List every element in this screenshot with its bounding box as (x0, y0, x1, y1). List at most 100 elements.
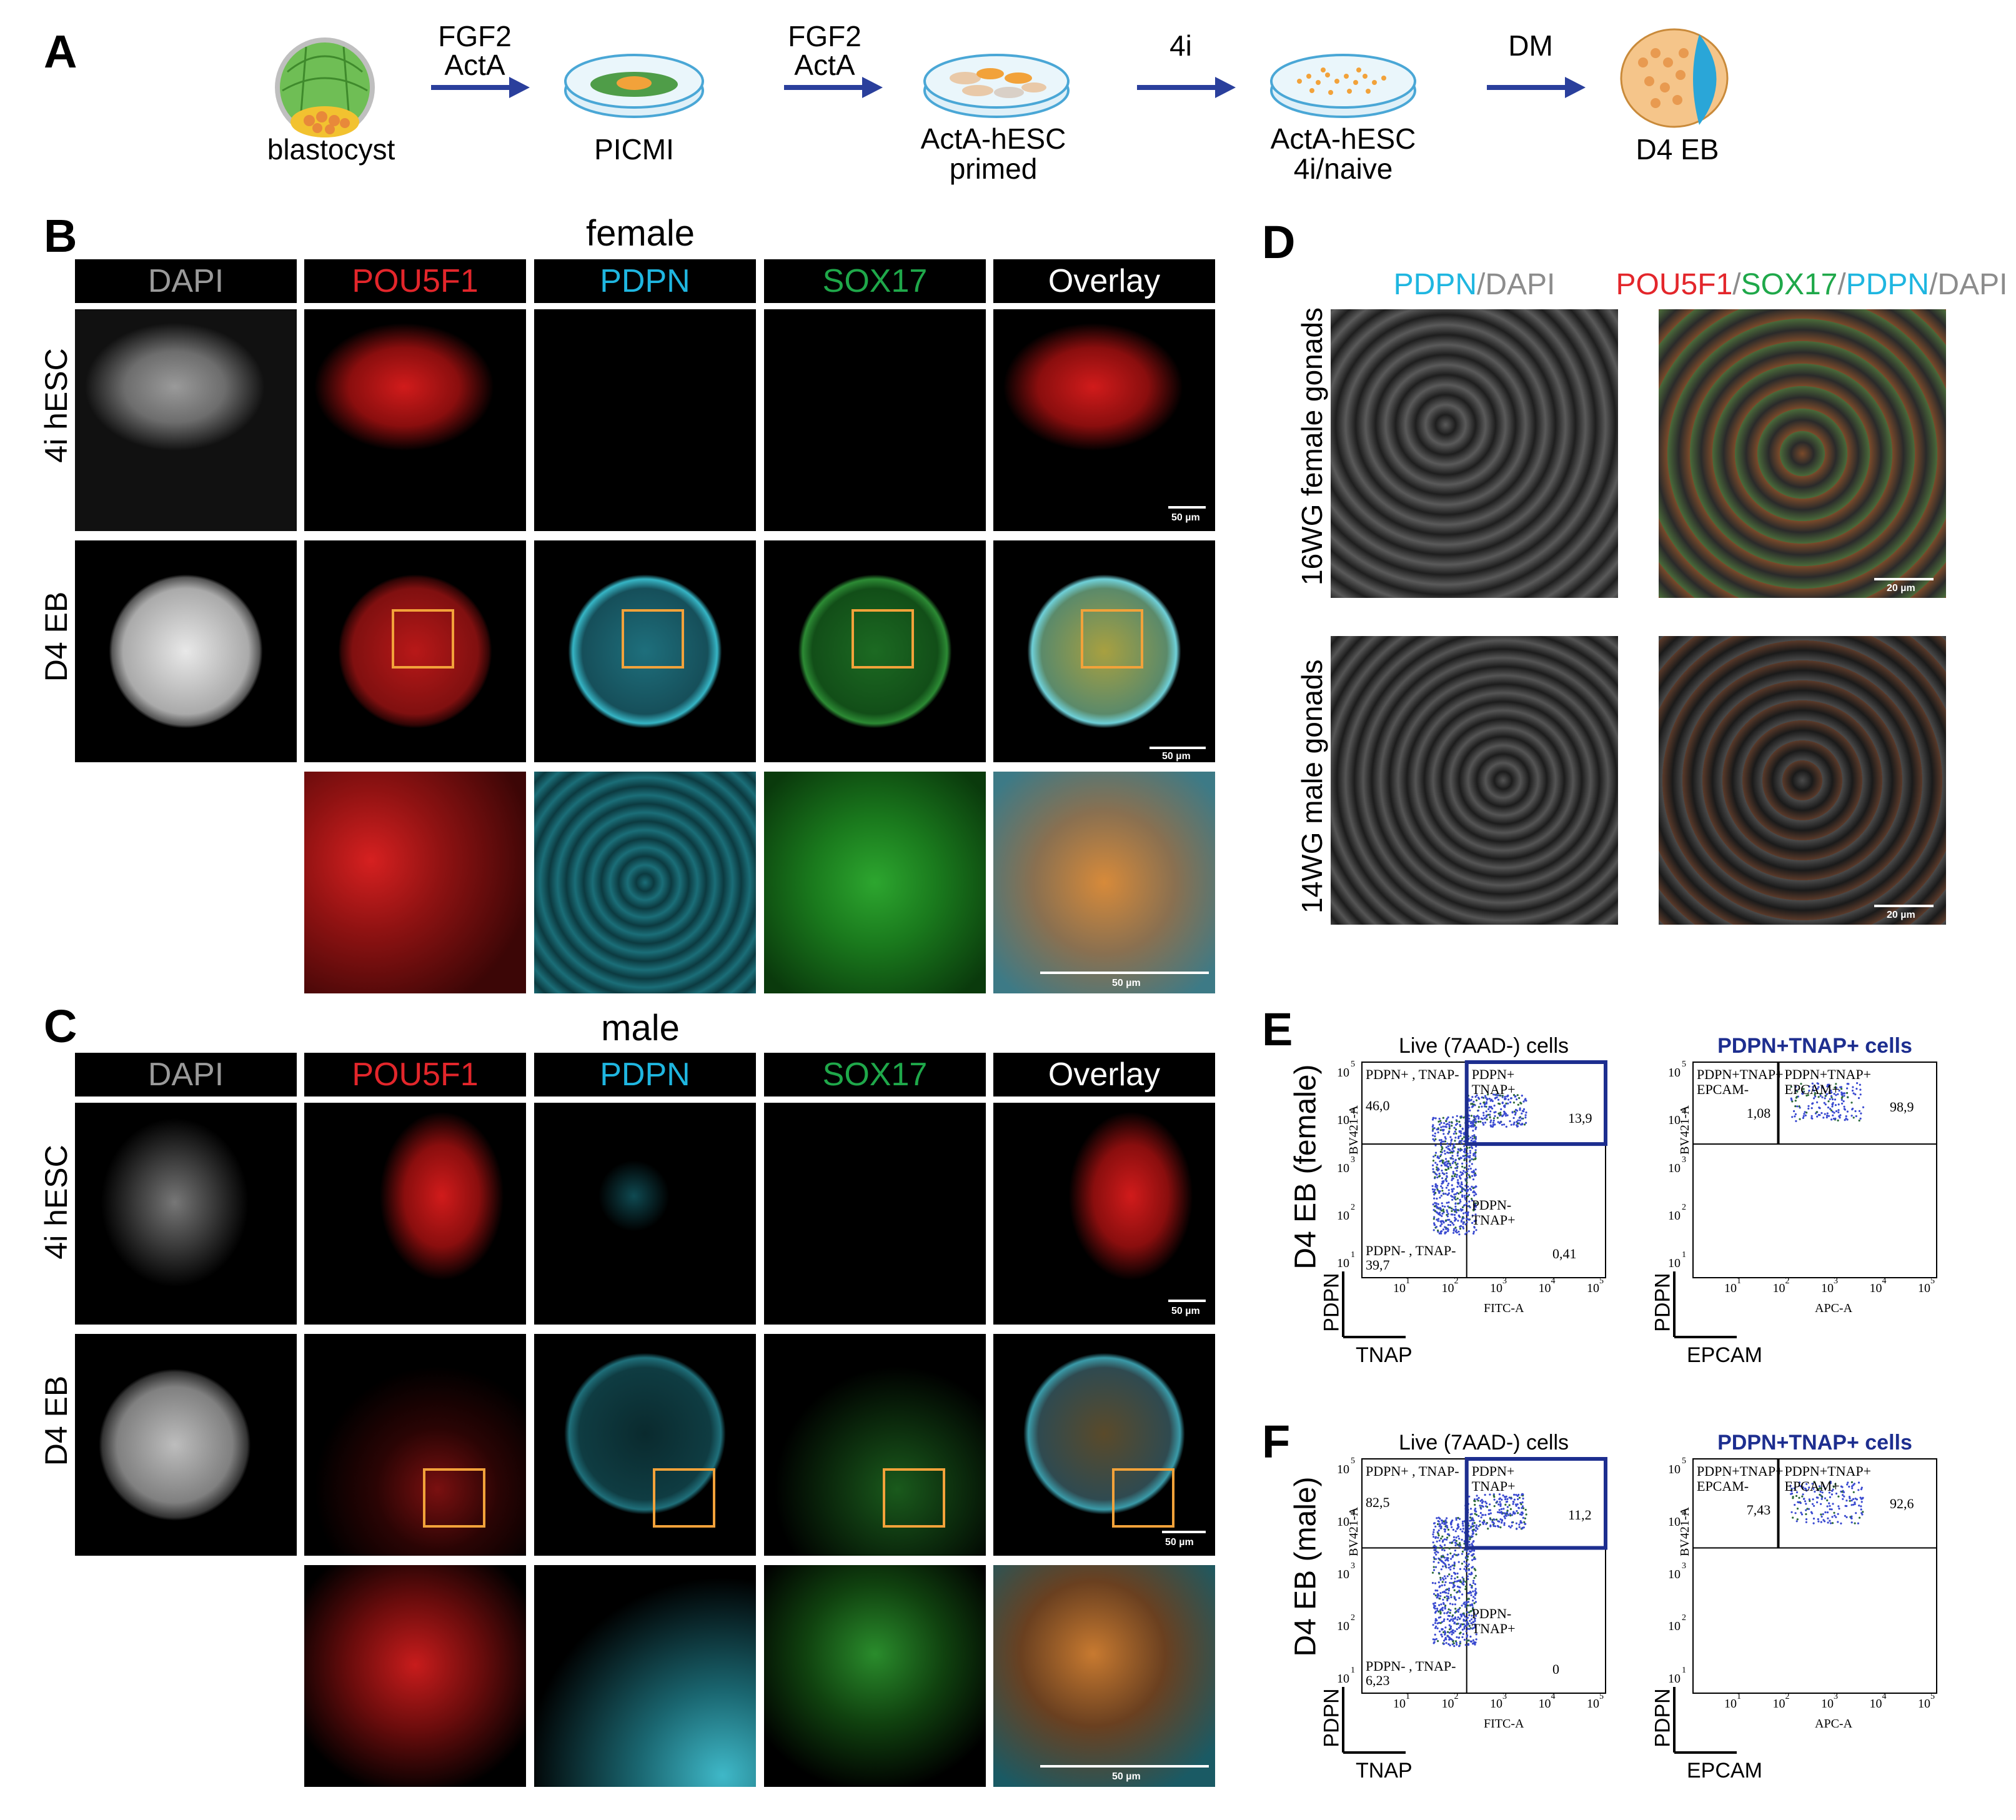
event-dot (1453, 1175, 1456, 1177)
event-dot (1434, 1154, 1437, 1156)
x-tick-label: 10 (1538, 1697, 1551, 1711)
event-dot (1837, 1495, 1840, 1498)
event-dot (1439, 1120, 1442, 1122)
event-dot (1473, 1498, 1476, 1501)
event-dot (1472, 1528, 1475, 1531)
event-dot (1454, 1216, 1456, 1219)
event-dot (1443, 1575, 1446, 1578)
event-dot (1485, 1505, 1487, 1508)
event-dot (1472, 1121, 1475, 1123)
event-dot (1462, 1116, 1465, 1119)
event-dot (1481, 1096, 1484, 1099)
event-dot (1448, 1614, 1451, 1618)
event-dot (1459, 1568, 1461, 1570)
event-dot (1480, 1508, 1482, 1510)
header-sox17-b: SOX17 (764, 259, 986, 303)
image-b-eb-pdpn (534, 540, 756, 762)
event-dot (1454, 1608, 1457, 1610)
event-dot (1451, 1575, 1453, 1578)
event-dot (1459, 1198, 1461, 1201)
event-dot (1442, 1160, 1444, 1162)
event-dot (1452, 1133, 1455, 1135)
event-dot (1834, 1514, 1836, 1517)
event-dot (1447, 1182, 1450, 1185)
event-dot (1822, 1513, 1824, 1516)
event-dot (1504, 1095, 1506, 1098)
event-dot (1436, 1128, 1438, 1131)
event-dot (1447, 1566, 1450, 1569)
event-dot (1485, 1096, 1487, 1099)
event-dot (1446, 1201, 1448, 1204)
event-dot (1433, 1171, 1435, 1173)
event-dot (1795, 1096, 1797, 1099)
event-dot (1459, 1140, 1461, 1142)
event-dot (1436, 1608, 1439, 1610)
event-dot (1795, 1085, 1797, 1088)
event-dot (1501, 1498, 1503, 1501)
event-dot (1468, 1106, 1471, 1109)
event-dot (1436, 1188, 1439, 1191)
event-dot (1509, 1514, 1512, 1517)
event-dot (1496, 1096, 1498, 1098)
event-dot (1431, 1185, 1434, 1187)
event-dot (1803, 1113, 1805, 1115)
image-c-eb-pdpn (534, 1334, 756, 1556)
event-dot (1439, 1592, 1442, 1594)
event-dot (1506, 1511, 1508, 1514)
event-dot (1465, 1624, 1467, 1628)
event-dot (1846, 1083, 1849, 1085)
event-dot (1859, 1496, 1862, 1499)
flow-plot-svg (1342, 1457, 1607, 1754)
panel-letter-c: C (44, 1000, 77, 1052)
image-c-eb-overlay: 50 µm (993, 1334, 1215, 1556)
event-dot (1475, 1193, 1477, 1196)
event-dot (1434, 1551, 1436, 1554)
event-dot (1468, 1628, 1471, 1630)
event-dot (1494, 1115, 1496, 1117)
event-dot (1448, 1624, 1451, 1626)
event-dot (1519, 1108, 1521, 1111)
scale-bar (1040, 972, 1209, 974)
event-dot (1438, 1172, 1441, 1175)
event-dot (1454, 1136, 1457, 1139)
event-dot (1436, 1169, 1439, 1171)
event-dot (1447, 1168, 1450, 1170)
event-dot (1824, 1095, 1827, 1097)
y-tick-label: 10 (1337, 1672, 1349, 1686)
panel-d-col2-title: POU5F1/SOX17/PDPN/DAPI (1612, 267, 2012, 302)
event-dot (1463, 1159, 1466, 1161)
scale-bar (1874, 578, 1934, 580)
event-dot (1464, 1588, 1467, 1591)
event-dot (1805, 1513, 1807, 1516)
title-part: / (1732, 268, 1741, 301)
x-marker-label: EPCAM (1687, 1343, 1762, 1367)
event-dot (1472, 1230, 1475, 1233)
image-c-eb-pou5f1 (304, 1334, 526, 1556)
event-dot (1510, 1123, 1512, 1126)
x-tick-label: 10 (1724, 1697, 1737, 1711)
event-dot (1802, 1493, 1804, 1496)
gate-left-value: 7,43 (1746, 1502, 1771, 1518)
arrow-label-2: FGF2 ActA (788, 20, 862, 81)
event-dot (1822, 1087, 1824, 1089)
event-dot (1506, 1506, 1509, 1508)
event-dot (1459, 1177, 1462, 1180)
event-dot (1446, 1213, 1448, 1216)
x-tick-label: 10 (1772, 1281, 1785, 1295)
event-dot (1817, 1096, 1820, 1098)
event-dot (1459, 1641, 1461, 1643)
event-dot (1443, 1618, 1446, 1621)
event-dot (1434, 1602, 1436, 1604)
event-dot (1461, 1593, 1464, 1596)
event-dot (1468, 1165, 1471, 1167)
event-dot (1434, 1619, 1437, 1622)
event-dot (1850, 1521, 1853, 1524)
event-dot (1448, 1631, 1451, 1634)
event-dot (1446, 1142, 1449, 1145)
image-b-4i-pdpn (534, 309, 756, 531)
event-dot (1459, 1116, 1462, 1119)
event-dot (1441, 1230, 1443, 1233)
event-dot (1492, 1119, 1495, 1122)
event-dot (1464, 1178, 1467, 1180)
event-dot (1463, 1166, 1466, 1169)
